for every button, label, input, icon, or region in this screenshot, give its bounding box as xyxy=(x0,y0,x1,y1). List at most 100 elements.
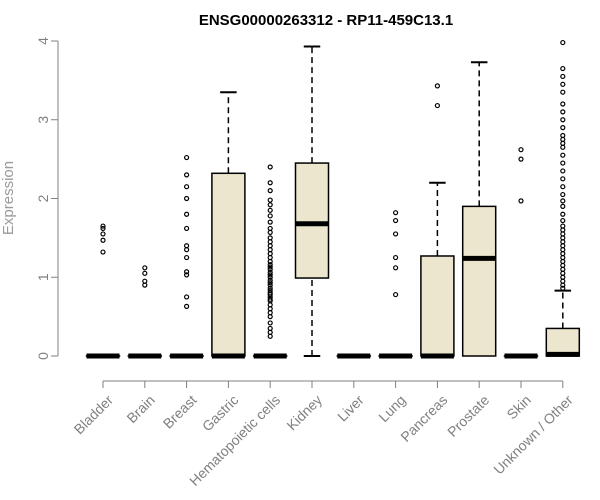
outlier-point xyxy=(560,198,566,204)
box-group xyxy=(503,147,539,359)
outlier-point xyxy=(100,223,106,229)
outlier-point xyxy=(142,278,148,284)
y-tick-label: 3 xyxy=(35,116,51,124)
outlier-point xyxy=(267,188,273,194)
box-group xyxy=(211,91,246,359)
outlier-point xyxy=(267,285,273,291)
outlier-point xyxy=(267,296,273,302)
x-tick-label: Liver xyxy=(334,392,367,425)
outlier-point xyxy=(267,320,273,326)
outlier-point xyxy=(393,291,399,298)
outlier-point xyxy=(560,223,566,229)
box-iqr xyxy=(461,205,497,357)
outlier-point xyxy=(434,83,440,89)
outlier-point xyxy=(184,243,190,249)
box-iqr xyxy=(211,172,246,357)
outlier-point xyxy=(100,237,106,243)
outlier-point xyxy=(267,213,273,219)
outlier-point xyxy=(267,272,273,278)
outlier-point xyxy=(560,176,566,182)
outlier-point xyxy=(267,269,273,276)
y-tick-label: 4 xyxy=(35,37,51,45)
x-tick-label: Kidney xyxy=(283,392,325,434)
box-iqr xyxy=(294,162,330,279)
box-group xyxy=(127,265,163,359)
outlier-point xyxy=(142,265,148,271)
outlier-point xyxy=(184,303,190,309)
outlier-point xyxy=(267,207,273,213)
outlier-point xyxy=(393,217,399,224)
outlier-point xyxy=(560,191,566,198)
outlier-point xyxy=(560,117,566,123)
outlier-point xyxy=(184,195,190,202)
outlier-point xyxy=(267,264,273,270)
outlier-point xyxy=(393,265,399,271)
outlier-point xyxy=(267,288,273,294)
outlier-point xyxy=(560,81,566,87)
outlier-point xyxy=(267,277,273,283)
outlier-point xyxy=(184,225,190,232)
outlier-point xyxy=(184,172,190,178)
y-tick-label: 2 xyxy=(35,194,51,202)
outlier-point xyxy=(560,211,566,217)
box-group xyxy=(252,164,288,359)
outlier-point xyxy=(560,217,566,224)
outlier-point xyxy=(560,89,566,95)
box-iqr xyxy=(420,255,455,357)
outlier-point xyxy=(560,101,566,107)
y-axis: 0 1 2 3 4 xyxy=(35,37,59,360)
outlier-point xyxy=(518,198,524,204)
outlier-point xyxy=(267,282,273,288)
outlier-point xyxy=(267,274,273,280)
outlier-point xyxy=(560,285,566,291)
outlier-point xyxy=(184,211,190,217)
outlier-point xyxy=(560,132,566,139)
outlier-point xyxy=(267,280,273,286)
outlier-point xyxy=(267,180,273,186)
outlier-point xyxy=(184,294,190,300)
x-tick-label: Bladder xyxy=(71,392,117,438)
x-tick-label: Prostate xyxy=(444,392,492,440)
outlier-point xyxy=(267,325,273,332)
outlier-point xyxy=(518,147,524,153)
box-group xyxy=(420,83,455,359)
outlier-point xyxy=(267,164,273,170)
outlier-point xyxy=(267,197,273,203)
x-tick-label: Unknown / Other xyxy=(490,392,576,478)
outlier-point xyxy=(560,73,566,80)
y-tick-label: 1 xyxy=(35,273,51,281)
outlier-point xyxy=(142,270,148,276)
outlier-point xyxy=(100,225,106,232)
outlier-point xyxy=(560,152,566,158)
outlier-point xyxy=(267,225,273,232)
box-group xyxy=(85,223,121,359)
outlier-point xyxy=(184,269,190,275)
outlier-point xyxy=(560,168,566,174)
x-tick-label: Brain xyxy=(123,392,157,426)
outlier-point xyxy=(560,65,566,72)
outlier-point xyxy=(393,231,399,237)
outlier-point xyxy=(560,39,566,46)
x-tick-label: Lung xyxy=(375,392,408,425)
outlier-point xyxy=(267,266,273,272)
outlier-point xyxy=(267,235,273,241)
outlier-point xyxy=(184,154,190,161)
outlier-point xyxy=(267,290,273,296)
x-tick-label: Skin xyxy=(503,392,534,423)
x-tick-label: Breast xyxy=(160,392,200,432)
box-iqr xyxy=(545,327,581,357)
box-group xyxy=(461,61,497,357)
outlier-point xyxy=(560,160,566,166)
outlier-point xyxy=(100,231,106,237)
outlier-point xyxy=(184,184,190,190)
outlier-point xyxy=(184,254,190,261)
outlier-point xyxy=(560,125,566,131)
outlier-point xyxy=(267,262,273,268)
box-group xyxy=(294,45,330,357)
y-tick-label: 0 xyxy=(35,352,51,360)
box-group xyxy=(378,210,413,359)
outlier-point xyxy=(267,219,273,225)
outlier-point xyxy=(560,203,566,209)
